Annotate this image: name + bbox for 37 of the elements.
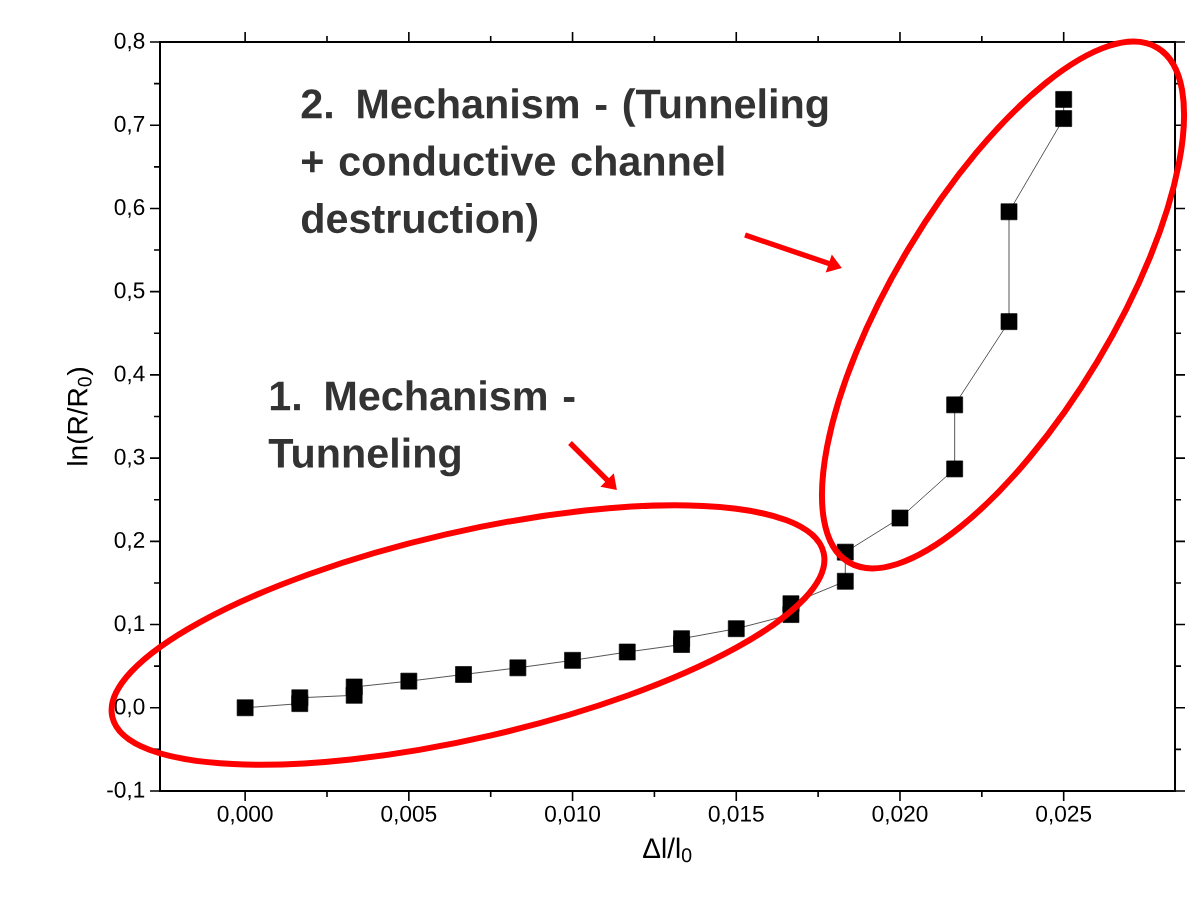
point (1000, 313, 1018, 330)
annotation: 2. Mechanism - (Tunneling + conductive channel destruction) (301, 88, 828, 242)
point (618, 643, 636, 661)
annotation: 1. Mechanism - Tunneling (268, 380, 575, 477)
point (236, 699, 254, 717)
point (455, 666, 472, 683)
point (509, 659, 527, 677)
x-tick-label: 0,015 (708, 805, 764, 825)
point (727, 620, 745, 638)
y-tick-label: -0,1 (107, 781, 145, 801)
point (400, 672, 418, 690)
y-axis-title: ln(R/R$_{0}$) (67, 368, 94, 465)
y-tick-label: 0,5 (114, 282, 145, 302)
point (946, 396, 963, 414)
point (1055, 91, 1073, 108)
x-axis-title: Δl/l$_{0}$ (643, 837, 692, 863)
x-tick-label: 0,020 (872, 805, 928, 825)
y-tick-label: 0,8 (114, 32, 145, 52)
y-tick-label: 0,3 (114, 448, 145, 468)
point (1000, 203, 1018, 221)
point (564, 652, 581, 669)
point (291, 689, 309, 707)
point (673, 630, 690, 648)
x-tick-label: 0,000 (217, 805, 273, 825)
point (836, 572, 854, 590)
point (1055, 110, 1073, 127)
x-tick-label: 0,010 (545, 805, 601, 825)
y-tick-label: 0,4 (114, 365, 145, 385)
point (345, 678, 363, 696)
point (946, 460, 963, 478)
y-tick-label: 0,1 (114, 615, 145, 634)
y-tick-label: 0,2 (114, 531, 145, 551)
x-tick-label: 0,005 (381, 805, 437, 825)
y-tick-label: 0,7 (114, 115, 145, 135)
x-tick-label: 0,025 (1036, 805, 1092, 825)
y-tick-label: 0,6 (114, 199, 145, 218)
point (891, 509, 909, 527)
